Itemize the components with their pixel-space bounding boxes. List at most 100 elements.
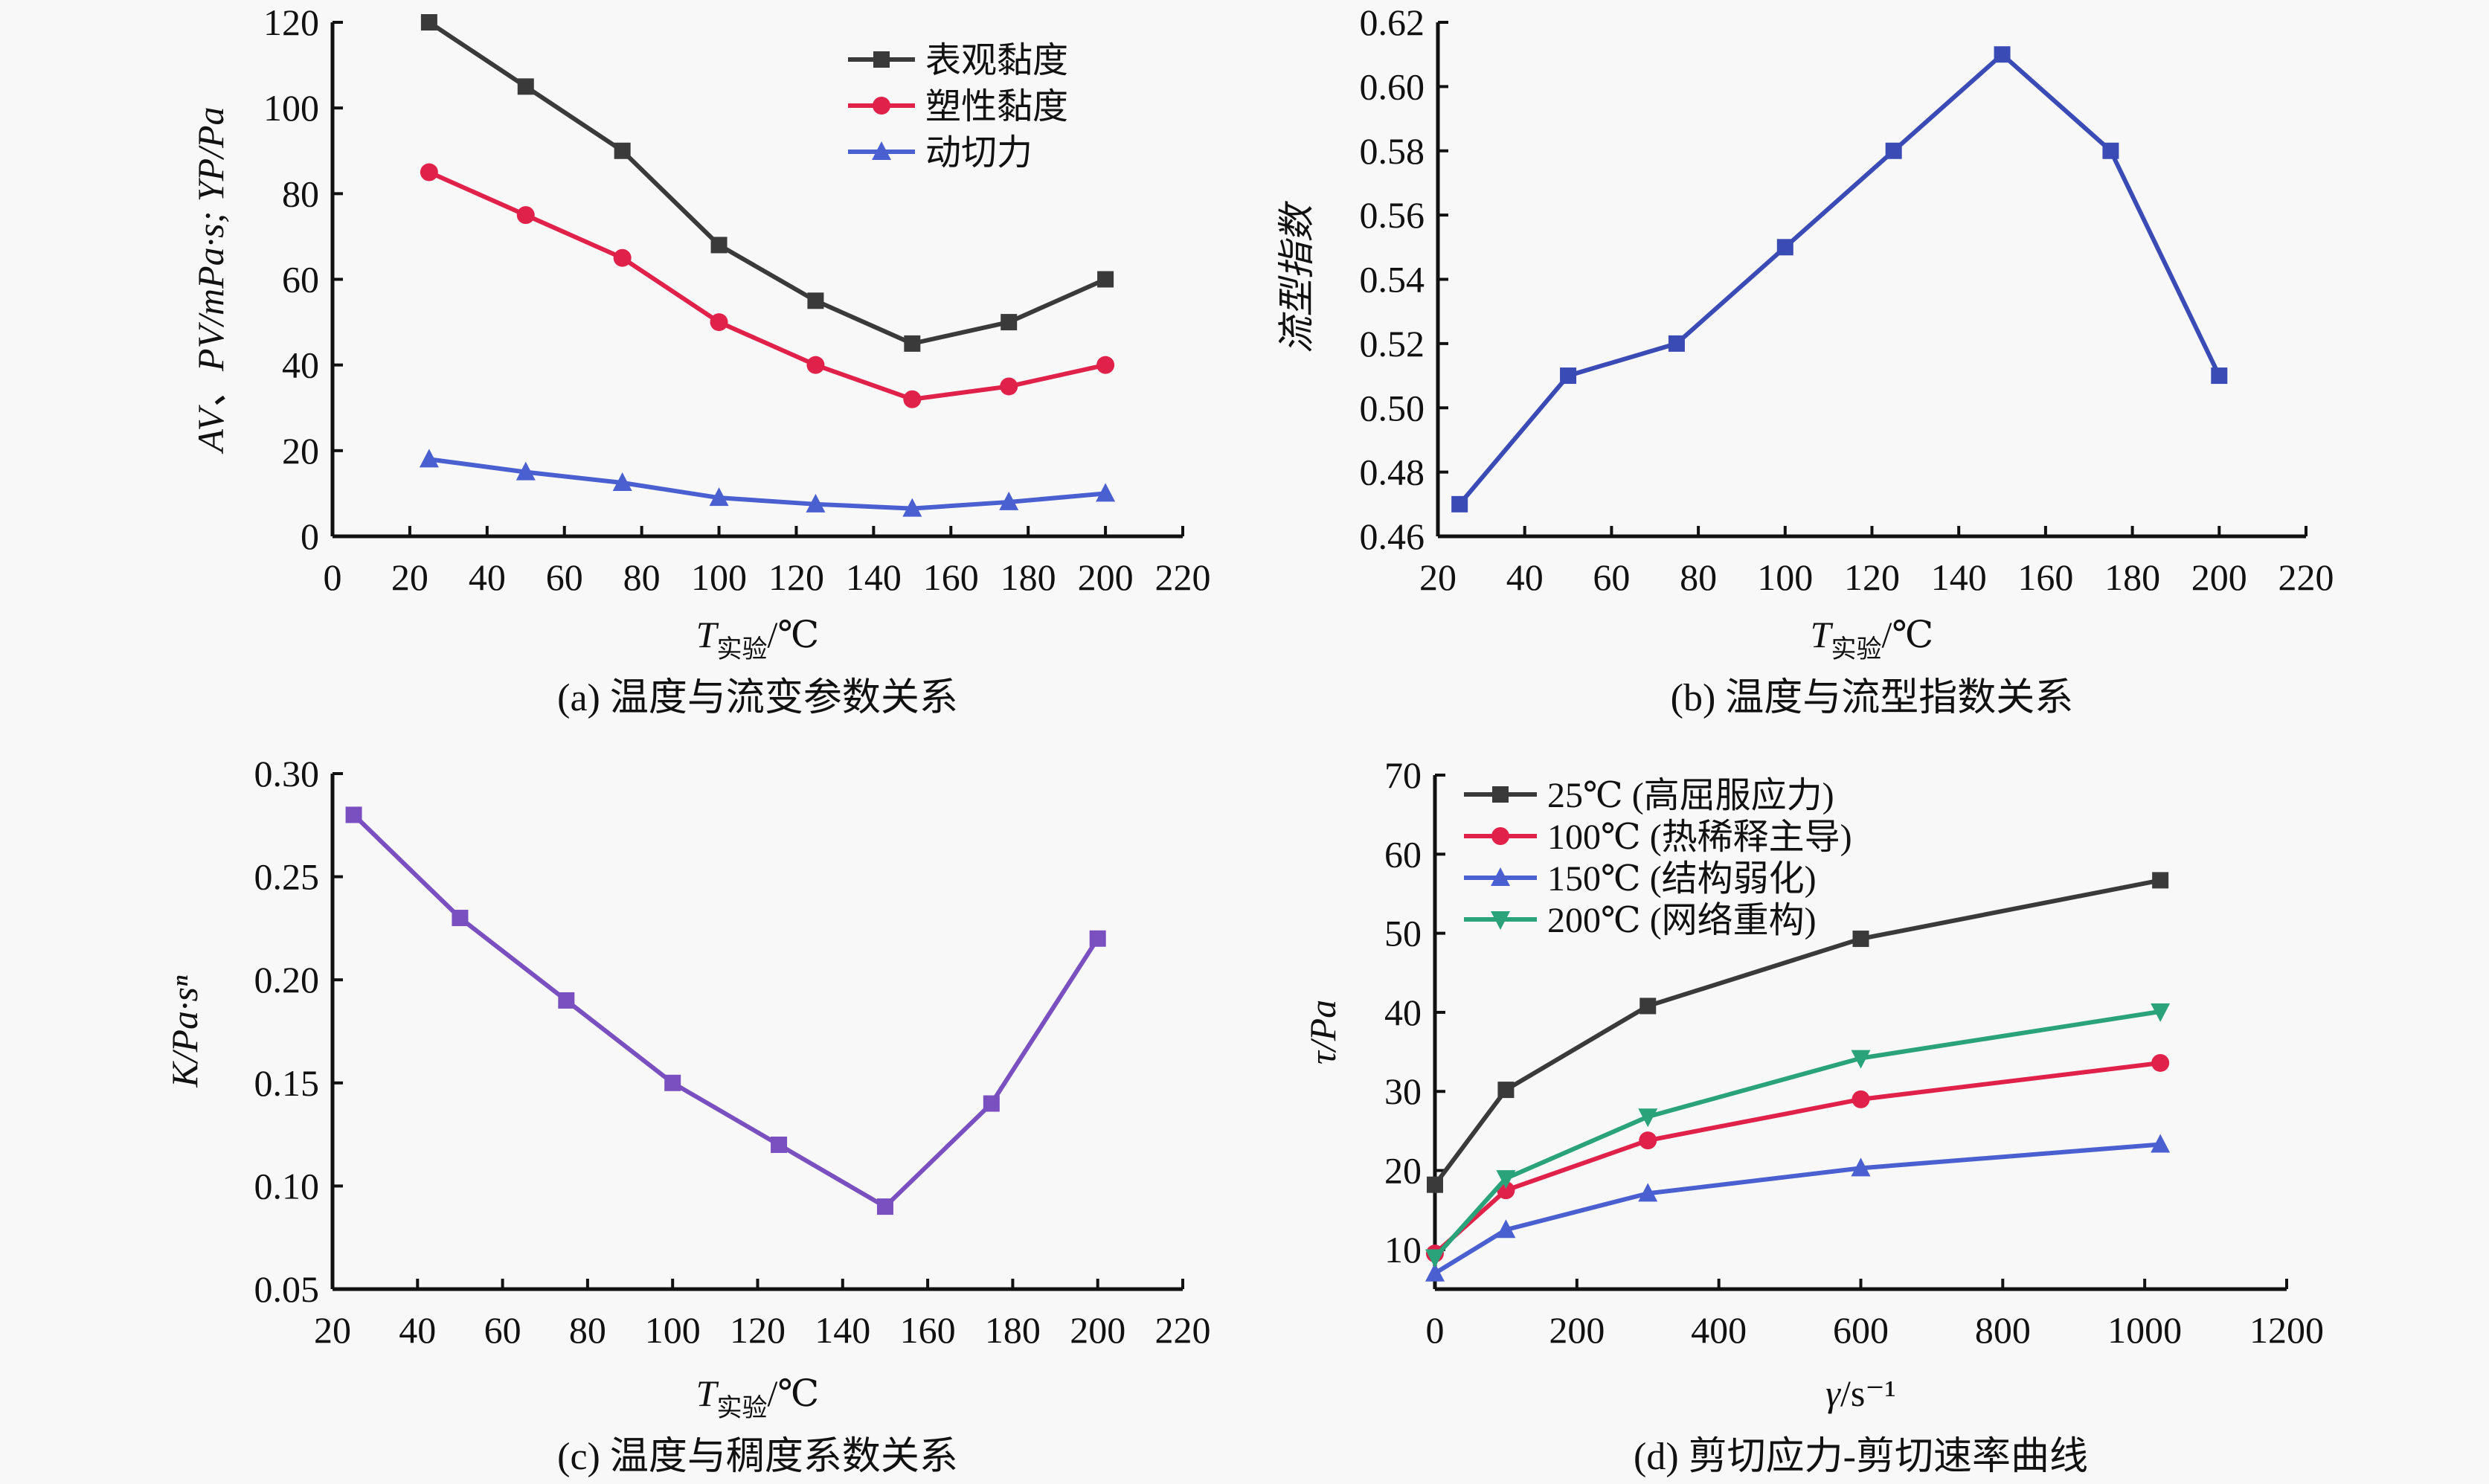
data-point	[516, 206, 535, 225]
y-tick-label: 70	[1384, 754, 1422, 796]
data-point	[558, 992, 575, 1009]
chart-caption: (d) 剪切应力-剪切速率曲线	[1634, 1436, 2088, 1478]
data-point	[876, 1198, 893, 1215]
x-tick-label: 80	[623, 556, 661, 598]
y-axis-title: K/Pa·sⁿ	[164, 975, 205, 1088]
y-tick-label: 0.56	[1360, 194, 1425, 236]
data-point	[806, 356, 825, 374]
data-point	[517, 78, 534, 95]
x-axis-title-unit: /℃	[767, 614, 819, 655]
x-tick-label: 160	[2017, 556, 2073, 598]
data-point	[516, 461, 536, 481]
x-tick-label: 160	[923, 556, 979, 598]
legend-label: 25℃ (高屈服应力)	[1547, 776, 1834, 815]
legend-marker	[873, 51, 890, 68]
x-tick-label: 100	[691, 556, 747, 598]
data-point	[999, 491, 1019, 510]
y-tick-label: 0.30	[254, 753, 320, 794]
y-axis-title: τ/Pa	[1302, 1000, 1343, 1064]
data-point	[345, 806, 362, 823]
y-tick-label: 80	[282, 173, 319, 214]
y-tick-label: 40	[282, 344, 319, 386]
legend-item: 塑性黏度	[848, 87, 1068, 126]
x-tick-label: 20	[391, 556, 428, 598]
data-point	[1994, 46, 2011, 63]
data-point	[806, 493, 826, 513]
data-point	[613, 248, 632, 267]
x-tick-label: 120	[768, 556, 824, 598]
y-axis-title: AV、PV/mPa·s; YP/Pa	[190, 106, 231, 454]
y-tick-label: 100	[263, 87, 319, 129]
legend-item: 200℃ (网络重构)	[1464, 901, 1817, 940]
legend-label: 动切力	[925, 133, 1032, 173]
y-tick-label: 0.50	[1360, 387, 1425, 428]
x-tick-label: 0	[1426, 1309, 1445, 1351]
x-tick-label: 80	[1680, 556, 1717, 598]
x-tick-label: 160	[900, 1309, 956, 1351]
x-tick-label: 220	[2278, 556, 2334, 598]
series-line	[1433, 1060, 2161, 1256]
x-tick-label: 60	[1593, 556, 1630, 598]
legend-marker	[1492, 786, 1509, 803]
x-tick-label: 60	[484, 1309, 521, 1351]
data-point	[1851, 1050, 1871, 1069]
data-point	[419, 449, 439, 468]
series-1	[420, 163, 1115, 408]
legend-label: 150℃ (结构弱化)	[1547, 859, 1817, 899]
x-tick-label: 220	[1155, 556, 1211, 598]
data-point	[2151, 1003, 2171, 1022]
data-point	[1668, 335, 1685, 352]
x-tick-label: 120	[730, 1309, 786, 1351]
data-point	[420, 14, 437, 30]
data-point	[1496, 1219, 1516, 1239]
legend-label: 200℃ (网络重构)	[1547, 901, 1817, 940]
series-line	[1457, 52, 2222, 506]
data-point	[452, 910, 469, 927]
series-line	[428, 457, 1106, 511]
data-point	[807, 292, 824, 309]
y-tick-label: 20	[1384, 1150, 1422, 1192]
data-point	[1776, 239, 1793, 256]
data-point	[2211, 367, 2228, 385]
legend-label: 塑性黏度	[925, 87, 1068, 126]
data-point	[771, 1136, 788, 1153]
legend-label: 表观黏度	[925, 41, 1068, 80]
x-tick-label: 1200	[2249, 1309, 2324, 1351]
data-point	[709, 487, 729, 507]
legend-marker	[1491, 867, 1510, 886]
legend-marker	[1491, 827, 1509, 845]
series-line	[428, 20, 1107, 346]
x-tick-label: 20	[314, 1309, 351, 1351]
x-axis-title-symbol: T	[1811, 614, 1834, 655]
data-point	[1451, 495, 1468, 513]
series-0	[1451, 46, 2228, 513]
x-axis-title: T实验/℃	[1811, 614, 1934, 664]
legend-item: 动切力	[848, 133, 1032, 173]
chart-d: 0 200 400 600 800 1000 1200 10 20 30 40 50 60 70 τ/Pa γ…	[1302, 754, 2324, 1478]
y-tick-label: 60	[1384, 833, 1422, 875]
x-tick-label: 140	[815, 1309, 870, 1351]
x-axis-title-subscript: 实验	[1831, 635, 1881, 664]
y-tick-label: 0	[301, 515, 319, 557]
x-tick-label: 60	[546, 556, 583, 598]
x-tick-label: 100	[645, 1309, 701, 1351]
legend-item: 150℃ (结构弱化)	[1464, 859, 1817, 899]
x-tick-label: 800	[1975, 1309, 2031, 1351]
y-tick-label: 20	[282, 430, 319, 472]
x-axis-title-symbol: γ	[1825, 1372, 1841, 1414]
data-point	[1852, 931, 1869, 948]
data-point	[983, 1095, 1000, 1112]
y-tick-label: 0.05	[254, 1268, 320, 1310]
data-point	[1497, 1082, 1515, 1099]
x-axis-title: T实验/℃	[696, 1372, 820, 1422]
data-point	[902, 498, 922, 517]
y-tick-label: 0.10	[254, 1165, 320, 1207]
data-point	[1425, 1249, 1445, 1268]
y-tick-label: 30	[1384, 1070, 1422, 1112]
y-tick-label: 0.52	[1360, 323, 1425, 364]
x-axis-title: T实验/℃	[696, 614, 820, 664]
x-axis-title-unit: /℃	[767, 1372, 819, 1414]
data-point	[904, 335, 921, 352]
data-point	[710, 313, 728, 332]
y-tick-label: 0.25	[254, 856, 320, 898]
